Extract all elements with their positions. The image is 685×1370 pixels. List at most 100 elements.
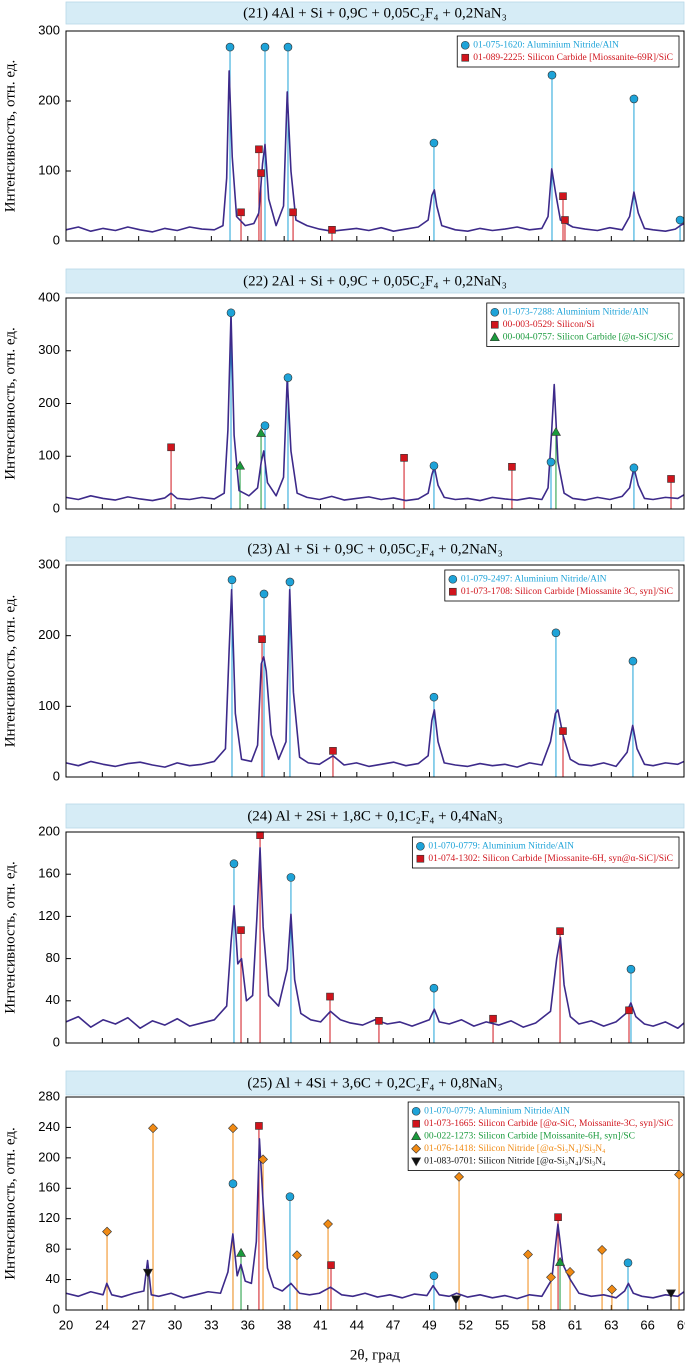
legend-box (444, 569, 680, 602)
phase-marker (450, 1295, 461, 1305)
legend-marker (490, 320, 499, 329)
xrd-pattern (65, 588, 685, 768)
y-axis-label: Интенсивность, отн. ед. (2, 861, 18, 1014)
phase-marker (556, 927, 564, 935)
y-tick-label: 240 (38, 1119, 60, 1134)
phase-marker (565, 1267, 575, 1277)
y-tick-label: 300 (38, 556, 60, 571)
legend-label: 01-089-2225: Silicon Carbide [Miossanite… (473, 53, 673, 63)
phase-marker (429, 692, 439, 702)
y-tick-label: 80 (46, 950, 60, 965)
plot-frame (65, 1096, 685, 1311)
phase-marker (258, 635, 266, 644)
y-axis-label: Интенсивность, отн. ед. (2, 60, 18, 213)
phase-marker (629, 94, 639, 104)
phase-marker (607, 1284, 617, 1295)
phase-marker (675, 215, 685, 225)
phase-marker (597, 1244, 607, 1255)
phase-marker (329, 747, 337, 755)
phase-marker (326, 992, 334, 1001)
x-tick-label: 61 (568, 1317, 582, 1332)
title-bar (65, 1070, 685, 1096)
panel-title: (24) Al + 2Si + 1,8C + 0,1C₂F₄ + 0,4NaN₃ (247, 808, 502, 824)
phase-marker (429, 138, 439, 148)
phase-marker (666, 1289, 677, 1299)
title-bar (65, 536, 685, 562)
legend-box (411, 836, 680, 869)
legend-marker (460, 40, 470, 50)
x-tick-label: 33 (204, 1317, 218, 1332)
y-tick-label: 0 (53, 1301, 60, 1316)
legend-label: 00-022-1273: Silicon Carbide [Moissanite… (424, 1131, 635, 1141)
y-tick-label: 0 (53, 500, 60, 515)
x-axis-label: 2θ, град (350, 1347, 400, 1363)
legend-label: 01-075-1620: Aluminium Nitride/AlN (473, 40, 619, 50)
phase-marker (667, 475, 675, 483)
phase-marker (400, 454, 408, 462)
phase-marker (375, 1017, 383, 1025)
y-tick-label: 100 (38, 162, 60, 177)
phase-marker (235, 460, 246, 470)
x-tick-label: 69 (677, 1317, 685, 1332)
phase-marker (559, 727, 567, 735)
x-tick-label: 27 (131, 1317, 145, 1332)
legend-label: 01-074-1302: Silicon Carbide [Miossanite… (428, 854, 673, 864)
panel-title: (22) 2Al + Si + 0,9C + 0,05C₂F₄ + 0,2NaN… (243, 273, 507, 289)
legend-marker (489, 332, 500, 342)
legend-box (486, 302, 680, 347)
phase-marker (227, 575, 237, 585)
legend-label: 01-073-1708: Silicon Carbide [Miossanite… (461, 587, 673, 597)
legend-label: 01-070-0779: Aluminium Nitride/AlN (424, 1106, 570, 1116)
y-tick-label: 100 (38, 698, 60, 713)
phase-marker (237, 208, 245, 217)
legend-label: 01-070-0779: Aluminium Nitride/AlN (428, 841, 574, 851)
phase-marker (623, 1258, 633, 1268)
plot-frame (65, 564, 685, 778)
legend-label: 00-003-0529: Silicon/Si (503, 320, 595, 330)
phase-marker (554, 1213, 562, 1221)
legend-box (456, 35, 680, 68)
phase-marker (142, 1268, 153, 1278)
phase-marker (228, 1123, 238, 1134)
phase-marker (283, 42, 293, 52)
phase-marker (429, 983, 439, 993)
phase-marker (237, 926, 245, 934)
phase-marker (167, 443, 175, 452)
phase-marker (229, 859, 239, 868)
x-tick-label: 52 (459, 1317, 473, 1332)
phase-marker (260, 42, 270, 52)
phase-marker (258, 1154, 268, 1165)
phase-marker (255, 145, 263, 154)
phase-marker (260, 421, 270, 430)
y-axis-label: Интенсивность, отн. ед. (2, 327, 18, 480)
phase-marker (561, 216, 569, 224)
legend-marker (461, 53, 470, 62)
phase-marker (429, 1271, 439, 1281)
legend-marker (411, 1106, 421, 1116)
legend: 01-070-0779: Aluminium Nitride/AlN 01-073… (407, 1101, 680, 1171)
phase-marker (257, 169, 265, 177)
legend: 01-075-1620: Aluminium Nitride/AlN 01-089… (456, 35, 680, 68)
phase-marker (323, 1219, 333, 1229)
x-tick-label: 66 (640, 1317, 654, 1332)
y-tick-label: 100 (38, 448, 60, 463)
phase-marker (550, 426, 561, 436)
phase-marker (551, 628, 561, 638)
y-tick-label: 200 (38, 627, 60, 642)
y-tick-label: 200 (38, 395, 60, 410)
y-tick-label: 200 (38, 823, 60, 838)
panel-title: (25) Al + 4Si + 3,6C + 0,2C₂F₄ + 0,8NaN₃ (247, 1075, 502, 1091)
xrd-pattern (65, 847, 685, 1030)
legend-marker (416, 841, 425, 851)
x-tick-label: 55 (495, 1317, 509, 1332)
x-tick-label: 58 (531, 1317, 545, 1332)
legend-marker (448, 574, 458, 584)
phase-marker (236, 1247, 247, 1257)
legend-label: 01-073-7288: Aluminium Nitride/AlN (503, 307, 649, 317)
legend-label: 01-073-1665: Silicon Carbide [@α-SiC, Mo… (424, 1119, 673, 1129)
plot-frame (65, 831, 685, 1044)
phase-marker (283, 373, 293, 382)
x-tick-label: 36 (241, 1317, 255, 1332)
legend: 01-073-7288: Aluminium Nitride/AlN 00-003… (486, 302, 680, 347)
xrd-pattern (65, 1138, 685, 1300)
